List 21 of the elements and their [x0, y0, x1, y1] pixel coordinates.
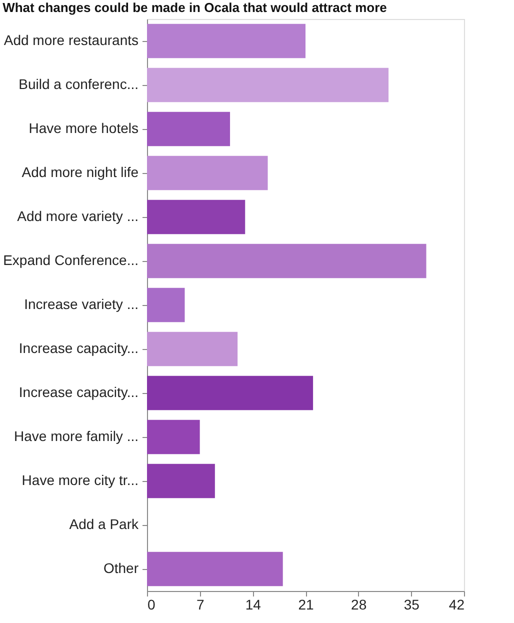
x-tick-label: 14 [245, 596, 262, 612]
y-tick-label: Increase capacity... [18, 340, 138, 356]
x-tick-label: 28 [351, 596, 367, 612]
y-tick-label: Have more hotels [28, 120, 138, 136]
y-tick-label: Expand Conference... [3, 252, 138, 268]
y-tick-label: Increase capacity... [18, 384, 138, 400]
x-tick-label: 35 [404, 596, 420, 612]
y-tick-label: Have more family ... [14, 428, 138, 444]
y-tick-label: Increase variety ... [24, 296, 138, 312]
x-tick-label: 7 [196, 596, 204, 612]
y-tick-label: Other [103, 560, 139, 576]
y-tick-label: Add more restaurants [4, 32, 138, 48]
x-tick-label: 42 [448, 596, 465, 612]
chart-title: What changes could be made in Ocala that would attract more [2, 0, 387, 15]
y-tick-label: Add more night life [22, 164, 139, 180]
y-tick-label: Build a conferenc... [18, 76, 138, 92]
x-tick-label: 21 [298, 596, 314, 612]
y-tick-label: Have more city tr... [22, 472, 138, 488]
y-tick-label: Add more variety ... [17, 208, 138, 224]
x-tick-label: 0 [148, 596, 156, 612]
y-tick-label: Add a Park [69, 516, 140, 532]
